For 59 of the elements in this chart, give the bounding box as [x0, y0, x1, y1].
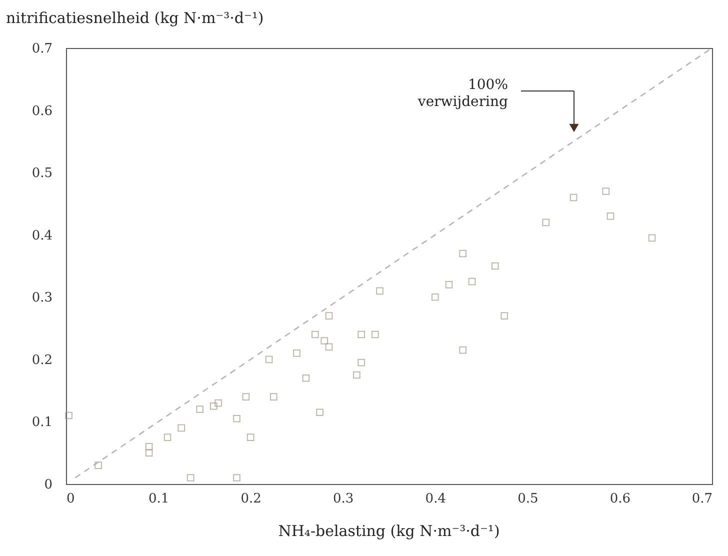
- point: [316, 408, 324, 416]
- y-axis-title: nitrificatiesnelheid (kg N·m⁻³·d⁻¹): [6, 9, 264, 27]
- point: [376, 287, 384, 295]
- point: [570, 194, 578, 202]
- point: [178, 424, 186, 432]
- point: [358, 358, 365, 366]
- y-tick-label: 0.7: [32, 42, 52, 56]
- point: [233, 474, 240, 482]
- x-tick-label: 0.4: [425, 492, 446, 506]
- point: [246, 434, 254, 441]
- x-tick-label: 0.7: [692, 492, 712, 506]
- y-tick-label: 0.5: [32, 166, 52, 182]
- point: [214, 399, 222, 407]
- point: [371, 330, 379, 338]
- point: [320, 337, 328, 344]
- point: [210, 402, 218, 410]
- point: [145, 449, 153, 457]
- y-tick-label: 0.3: [32, 290, 52, 306]
- x-tick-label: 0.6: [610, 492, 631, 506]
- point: [196, 406, 204, 413]
- y-tick-label: 0: [44, 478, 52, 492]
- point: [602, 188, 610, 195]
- point: [265, 356, 273, 364]
- point: [353, 371, 360, 379]
- point: [648, 234, 656, 242]
- point: [65, 412, 72, 420]
- x-tick-label: 0.5: [518, 492, 538, 506]
- point: [358, 330, 365, 338]
- point: [500, 312, 508, 320]
- point: [325, 312, 333, 320]
- point: [312, 330, 319, 338]
- point: [491, 262, 499, 270]
- x-tick-label: 0.3: [333, 492, 354, 506]
- point: [94, 462, 102, 469]
- point: [325, 343, 333, 351]
- point: [445, 281, 453, 288]
- point: [606, 212, 614, 220]
- point: [459, 346, 466, 354]
- y-tick-label: 0.4: [32, 228, 52, 244]
- point: [293, 350, 300, 357]
- y-tick-label: 0.1: [32, 415, 52, 430]
- point: [302, 374, 310, 382]
- point: [459, 250, 466, 258]
- annotation: 100% verwijdering: [416, 77, 508, 110]
- point: [270, 393, 278, 400]
- point: [542, 218, 550, 226]
- point: [145, 442, 153, 450]
- point: [242, 393, 250, 400]
- x-tick-label: 0.1: [148, 492, 170, 506]
- point: [186, 474, 194, 482]
- y-tick-label: 0.6: [32, 104, 52, 119]
- x-tick-label: 0: [66, 492, 75, 506]
- point: [431, 293, 439, 301]
- x-tick-label: 0.2: [240, 492, 262, 506]
- x-axis-title: NH₄-belasting (kg N·m⁻³·d⁻¹): [278, 522, 500, 540]
- point: [164, 434, 172, 441]
- point: [468, 278, 476, 286]
- y-tick-label: 0.2: [32, 352, 52, 368]
- point: [233, 414, 240, 422]
